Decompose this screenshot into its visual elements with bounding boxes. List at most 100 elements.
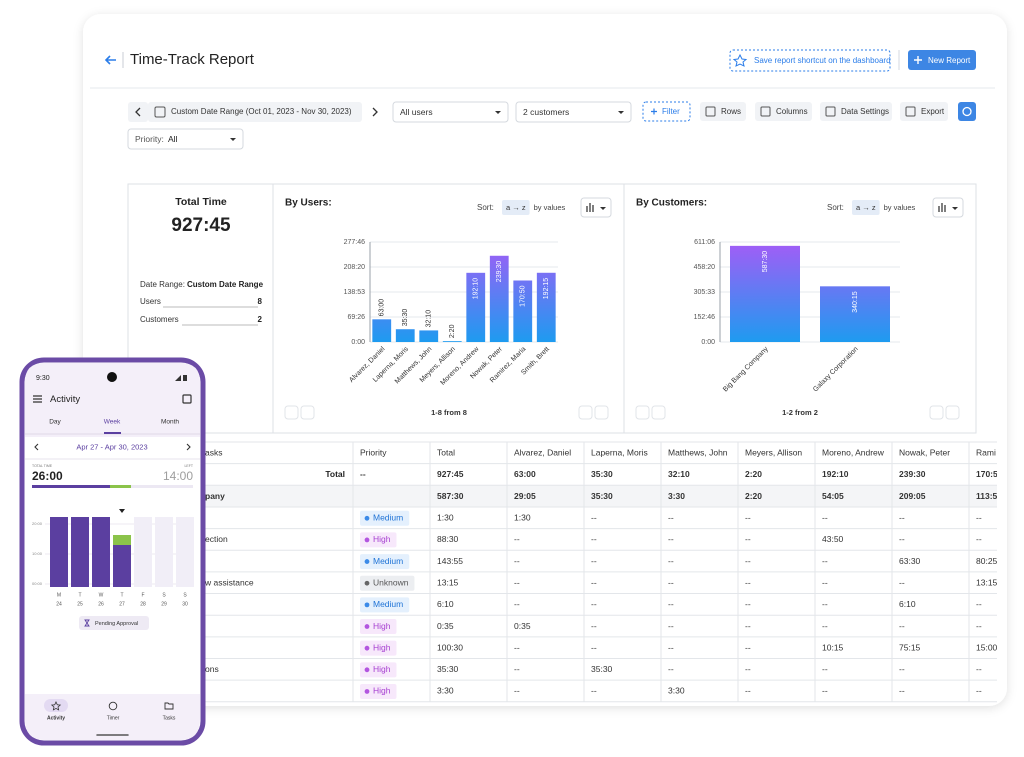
- bar: [730, 245, 800, 342]
- label: Date Range:: [140, 280, 185, 289]
- tab[interactable]: Day: [49, 419, 61, 426]
- cell: 29:05: [514, 491, 536, 501]
- cell: --: [822, 664, 828, 674]
- day-bar: [92, 517, 110, 587]
- priority-select[interactable]: [127, 128, 244, 150]
- cell: 63:00: [514, 469, 536, 479]
- cell: 143:55: [437, 556, 463, 566]
- cell: 587:30: [437, 491, 464, 501]
- prev-range-button[interactable]: [128, 102, 148, 122]
- label: 10:00: [32, 551, 43, 556]
- next-page-button[interactable]: [578, 405, 593, 420]
- row-label: ons: [205, 664, 219, 674]
- prev-page-button[interactable]: [651, 405, 666, 420]
- nav-item[interactable]: Tasks: [163, 715, 176, 721]
- new-report-button[interactable]: [908, 50, 976, 70]
- date-range-select[interactable]: [148, 102, 362, 122]
- value-label: 32:10: [426, 310, 433, 328]
- button-icon: [905, 106, 916, 117]
- cell: 10:15: [822, 642, 844, 652]
- first-page-button[interactable]: [635, 405, 650, 420]
- pending-approval-chip[interactable]: [79, 616, 149, 630]
- sort-order-toggle[interactable]: [852, 200, 880, 215]
- day-label: S: [183, 592, 187, 598]
- cell: --: [514, 642, 520, 652]
- cell: 6:10: [899, 599, 916, 609]
- label: Medium: [373, 513, 403, 523]
- label: 2: [258, 315, 263, 324]
- tab[interactable]: Month: [161, 419, 179, 426]
- cell: 3:30: [668, 686, 685, 696]
- plus-icon: [651, 108, 657, 115]
- cell: --: [591, 642, 597, 652]
- caret: [495, 111, 501, 114]
- chart-type-menu[interactable]: [932, 197, 964, 218]
- star-icon: [732, 53, 748, 67]
- calendar-icon: [154, 106, 166, 118]
- last-page-button[interactable]: [594, 405, 609, 420]
- y-tick-label: 305:33: [694, 289, 716, 296]
- label: Filter: [662, 107, 680, 116]
- cell: 1:30: [437, 513, 454, 523]
- cell: --: [591, 513, 597, 523]
- first-page-button[interactable]: [284, 405, 299, 420]
- cell: --: [514, 556, 520, 566]
- chart-type-menu[interactable]: [580, 197, 612, 218]
- menu-icon[interactable]: [33, 395, 42, 403]
- prev-page-button[interactable]: [300, 405, 315, 420]
- label: Columns: [776, 107, 808, 116]
- cell: 927:45: [437, 469, 464, 479]
- label: 20:00: [32, 521, 43, 526]
- save-shortcut-button[interactable]: [729, 49, 891, 72]
- content: Time-Track Report Save report shortcut on…: [19, 49, 997, 746]
- tab[interactable]: Week: [104, 419, 121, 426]
- filter-button[interactable]: [642, 101, 691, 122]
- priority-badge: [360, 640, 397, 656]
- back-arrow[interactable]: [104, 55, 116, 65]
- chevron[interactable]: [186, 443, 191, 451]
- priority-badge: [360, 683, 397, 699]
- data-settings-button[interactable]: [820, 102, 892, 121]
- cell: --: [668, 621, 674, 631]
- pie-icon: [962, 106, 972, 117]
- priority-badge: [360, 662, 397, 678]
- bar: [466, 272, 486, 342]
- cell: --: [668, 513, 674, 523]
- label: Data Settings: [841, 107, 889, 116]
- progress-pending: [110, 485, 131, 488]
- timer-icon: [108, 701, 118, 711]
- sort-order: a → z: [856, 203, 876, 212]
- column-header: Nowak, Peter: [899, 448, 950, 458]
- nav-item[interactable]: Timer: [107, 715, 120, 721]
- customers-select[interactable]: [515, 101, 632, 123]
- label: Unknown: [373, 577, 409, 587]
- cell: 75:15: [899, 642, 921, 652]
- cell: --: [668, 599, 674, 609]
- cell: --: [822, 513, 828, 523]
- sort-order-toggle[interactable]: [502, 200, 530, 215]
- cell: 3:30: [437, 686, 454, 696]
- priority-dot: [364, 645, 370, 651]
- day-bar-empty: [134, 517, 152, 587]
- column-header: Matthews, John: [668, 448, 728, 458]
- last-page-button[interactable]: [945, 405, 960, 420]
- priority-dot: [364, 624, 370, 629]
- value-label: 192:15: [543, 278, 550, 300]
- next-page-button[interactable]: [929, 405, 944, 420]
- chevron[interactable]: [34, 443, 39, 451]
- label: 927:45: [171, 215, 231, 236]
- label: 14:00: [163, 469, 193, 483]
- calendar-icon[interactable]: [182, 394, 192, 404]
- next-range-button[interactable]: [365, 102, 385, 122]
- label: Activity: [50, 394, 80, 405]
- users-select[interactable]: [392, 101, 509, 123]
- cell: 63:30: [899, 556, 921, 566]
- label: All: [168, 134, 178, 144]
- cell: 43:50: [822, 534, 844, 544]
- nav-item[interactable]: Activity: [47, 715, 65, 721]
- cell: --: [976, 664, 982, 674]
- cell: 192:10: [822, 469, 849, 479]
- cell: --: [668, 556, 674, 566]
- day-bar-pending: [113, 535, 131, 545]
- chart-toggle-button[interactable]: [958, 102, 976, 121]
